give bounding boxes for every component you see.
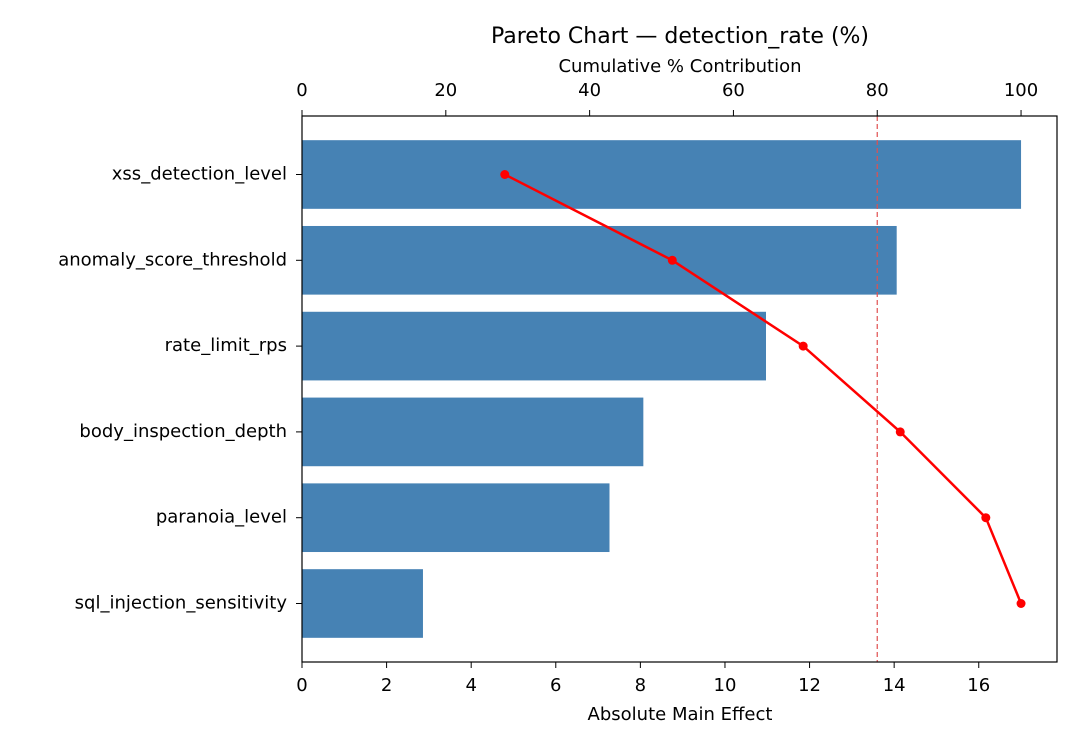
cumulative-point bbox=[798, 341, 808, 351]
bar bbox=[302, 397, 644, 467]
y-tick-label: sql_injection_sensitivity bbox=[75, 593, 288, 614]
x2-axis-label: Cumulative % Contribution bbox=[558, 56, 801, 77]
y-tick-label: xss_detection_level bbox=[112, 164, 287, 185]
x2-tick-label: 100 bbox=[1004, 80, 1038, 101]
x2-tick-label: 40 bbox=[578, 80, 601, 101]
x-tick-label: 6 bbox=[550, 675, 561, 696]
x-tick-label: 12 bbox=[798, 675, 821, 696]
cumulative-point bbox=[1016, 599, 1026, 608]
bar bbox=[302, 569, 423, 638]
cumulative-point bbox=[500, 170, 510, 179]
x-tick-label: 14 bbox=[883, 675, 906, 696]
chart-title: Pareto Chart — detection_rate (%) bbox=[491, 24, 869, 49]
cumulative-point bbox=[667, 255, 677, 265]
cumulative-point bbox=[895, 427, 905, 437]
bar bbox=[302, 311, 766, 381]
cumulative-point bbox=[981, 513, 991, 523]
x-axis-label: Absolute Main Effect bbox=[588, 704, 773, 725]
x-tick-label: 8 bbox=[635, 675, 646, 696]
x2-tick-label: 20 bbox=[434, 80, 457, 101]
y-tick-label: paranoia_level bbox=[156, 507, 287, 528]
x2-tick-label: 0 bbox=[296, 80, 307, 101]
x2-tick-label: 80 bbox=[866, 80, 889, 101]
x-tick-label: 0 bbox=[296, 675, 307, 696]
x-tick-label: 2 bbox=[381, 675, 392, 696]
bar bbox=[302, 225, 897, 295]
cumulative-line bbox=[504, 173, 1023, 604]
bar bbox=[302, 483, 610, 553]
x-tick-label: 16 bbox=[967, 675, 990, 696]
x2-tick-label: 60 bbox=[722, 80, 745, 101]
y-tick-label: anomaly_score_threshold bbox=[58, 249, 287, 270]
x-tick-label: 10 bbox=[714, 675, 737, 696]
y-tick-label: body_inspection_depth bbox=[79, 421, 287, 442]
x-tick-label: 4 bbox=[465, 675, 476, 696]
y-tick-label: rate_limit_rps bbox=[165, 335, 287, 356]
bar bbox=[302, 140, 1022, 209]
plot-frame bbox=[301, 115, 1058, 663]
